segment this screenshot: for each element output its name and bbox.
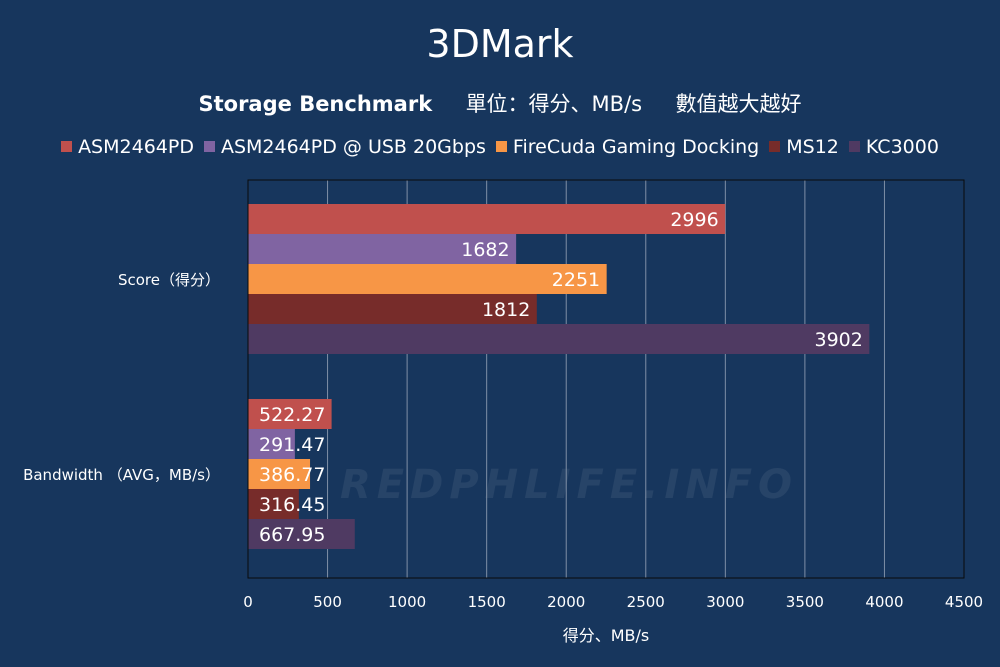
data-label: 3902 [814,329,862,351]
x-tick-label: 1500 [468,593,506,611]
x-tick-label: 0 [243,593,253,611]
data-label: 667.95 [259,524,325,546]
legend-item: KC3000 [848,136,939,158]
bar [248,429,295,459]
legend-label: ASM2464PD @ USB 20Gbps [220,136,486,158]
data-label: 2251 [552,269,600,291]
legend-label: FireCuda Gaming Docking [512,136,760,158]
x-tick-label: 2000 [547,593,585,611]
legend-swatch [769,141,781,152]
bar [248,324,870,354]
bar [248,489,299,519]
data-label: 1812 [482,299,530,321]
legend-label: ASM2464PD [78,136,194,158]
bar [248,459,311,489]
legend-swatch [848,141,860,152]
legend-swatch [203,141,215,152]
x-tick-label: 4000 [865,593,903,611]
category-label: Bandwidth （AVG，MB/s） [23,466,220,484]
data-label: 386.77 [259,464,325,486]
category-label: Score（得分） [118,271,220,289]
x-axis-label: 得分、MB/s [563,626,650,645]
legend-label: KC3000 [865,136,939,158]
legend-item: ASM2464PD [61,136,194,158]
bar [248,264,607,294]
subtitle-note: 數值越大越好 [675,92,802,116]
data-label: 316.45 [259,494,325,516]
x-tick-label: 500 [313,593,342,611]
bar [248,234,517,264]
x-tick-label: 3000 [706,593,744,611]
x-tick-label: 4500 [945,593,983,611]
chart-legend: ASM2464PD ASM2464PD @ USB 20Gbps FireCuda … [0,136,1000,158]
data-label: 522.27 [259,404,325,426]
data-label: 1682 [461,239,509,261]
data-label: 2996 [670,209,718,231]
legend-swatch [61,141,73,152]
bar [248,399,332,429]
legend-item: FireCuda Gaming Docking [495,136,760,158]
x-tick-label: 1000 [388,593,426,611]
bar [248,204,726,234]
legend-item: ASM2464PD @ USB 20Gbps [203,136,486,158]
legend-label: MS12 [786,136,839,158]
plot-border [247,179,965,579]
bar [248,294,537,324]
legend-swatch [495,141,507,152]
subtitle-unit: 單位：得分、MB/s [465,92,643,116]
chart-title: 3DMark [426,22,574,66]
x-tick-label: 3500 [786,593,824,611]
legend-item: MS12 [769,136,839,158]
data-label: 291.47 [259,434,325,456]
chart-subtitle: Storage Benchmark 單位：得分、MB/s 數值越大越好 [0,88,1000,118]
x-tick-label: 2500 [627,593,665,611]
bar [248,519,355,549]
subtitle-main: Storage Benchmark [198,92,433,116]
